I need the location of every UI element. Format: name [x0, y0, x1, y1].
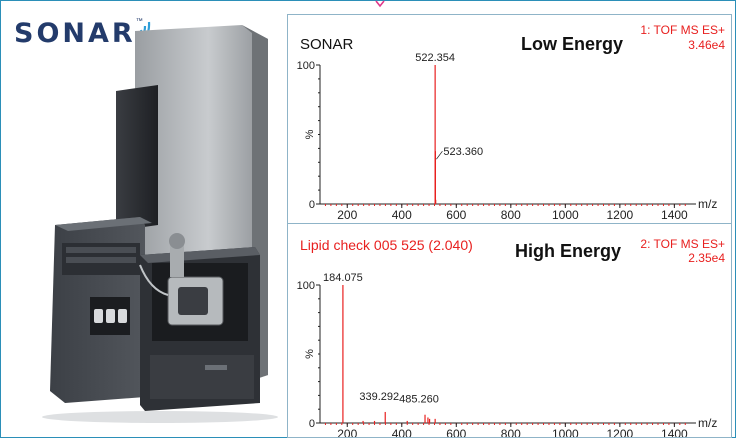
intensity-label: 3.46e4 [688, 38, 725, 52]
x-tick-label: 1000 [552, 427, 579, 437]
x-tick-label: 800 [501, 427, 521, 437]
x-tick-label: 400 [392, 208, 412, 222]
x-tick-label: 1000 [552, 208, 579, 222]
y-tick-label: 100 [297, 280, 315, 292]
x-axis-label: m/z [698, 197, 717, 211]
function-label: 2: TOF MS ES+ [640, 237, 725, 251]
logo-text: SONAR [14, 18, 136, 49]
peak-label: 485.260 [399, 394, 439, 406]
spectra-panels: SONAR Low Energy 1: TOF MS ES+ 3.46e4 20… [287, 14, 732, 441]
x-tick-label: 400 [392, 427, 412, 437]
x-tick-label: 1400 [661, 427, 688, 437]
x-tick-label: 1200 [607, 208, 634, 222]
panel-title: Low Energy [521, 34, 624, 54]
spectrum-panel-low-energy: SONAR Low Energy 1: TOF MS ES+ 3.46e4 20… [288, 15, 731, 224]
y-axis-label: % [304, 129, 316, 139]
panel-header-left: Lipid check 005 525 (2.040) [300, 237, 473, 253]
x-tick-label: 200 [337, 427, 357, 437]
spectrum-plot: 200 400 600 800 1000 1200 1400 0 100% m/z 184.075 3… [297, 272, 718, 441]
mass-spectrometer-image [42, 25, 278, 423]
panel-title: High Energy [515, 241, 622, 261]
y-tick-label: 0 [309, 418, 315, 430]
function-label: 1: TOF MS ES+ [640, 23, 725, 37]
y-tick-label: 0 [309, 199, 315, 211]
x-tick-label: 800 [501, 208, 521, 222]
x-tick-label: 600 [446, 208, 466, 222]
trademark-mark: ™ [135, 18, 143, 25]
spectrum-panel-high-energy: Lipid check 005 525 (2.040) High Energy … [288, 224, 731, 441]
peak-label: 522.354 [415, 52, 455, 64]
peak-label: 523.360 [443, 146, 483, 158]
x-tick-label: 1200 [607, 427, 634, 437]
x-tick-label: 600 [446, 427, 466, 437]
chevron-down-icon [375, 0, 385, 8]
y-axis-label: % [304, 349, 316, 359]
x-tick-label: 200 [337, 208, 357, 222]
x-tick-label: 1400 [661, 208, 688, 222]
peak-label: 339.292 [359, 391, 399, 403]
label-leader [436, 150, 443, 160]
x-axis-label: m/z [698, 416, 717, 430]
spectrum-plot: 200 400 600 800 1000 1200 1400 0 100% m/z 522.354 5… [297, 52, 718, 222]
panel-header-left: SONAR [300, 36, 354, 53]
y-tick-label: 100 [297, 60, 315, 72]
intensity-label: 2.35e4 [688, 251, 725, 265]
peak-label: 184.075 [323, 272, 363, 284]
